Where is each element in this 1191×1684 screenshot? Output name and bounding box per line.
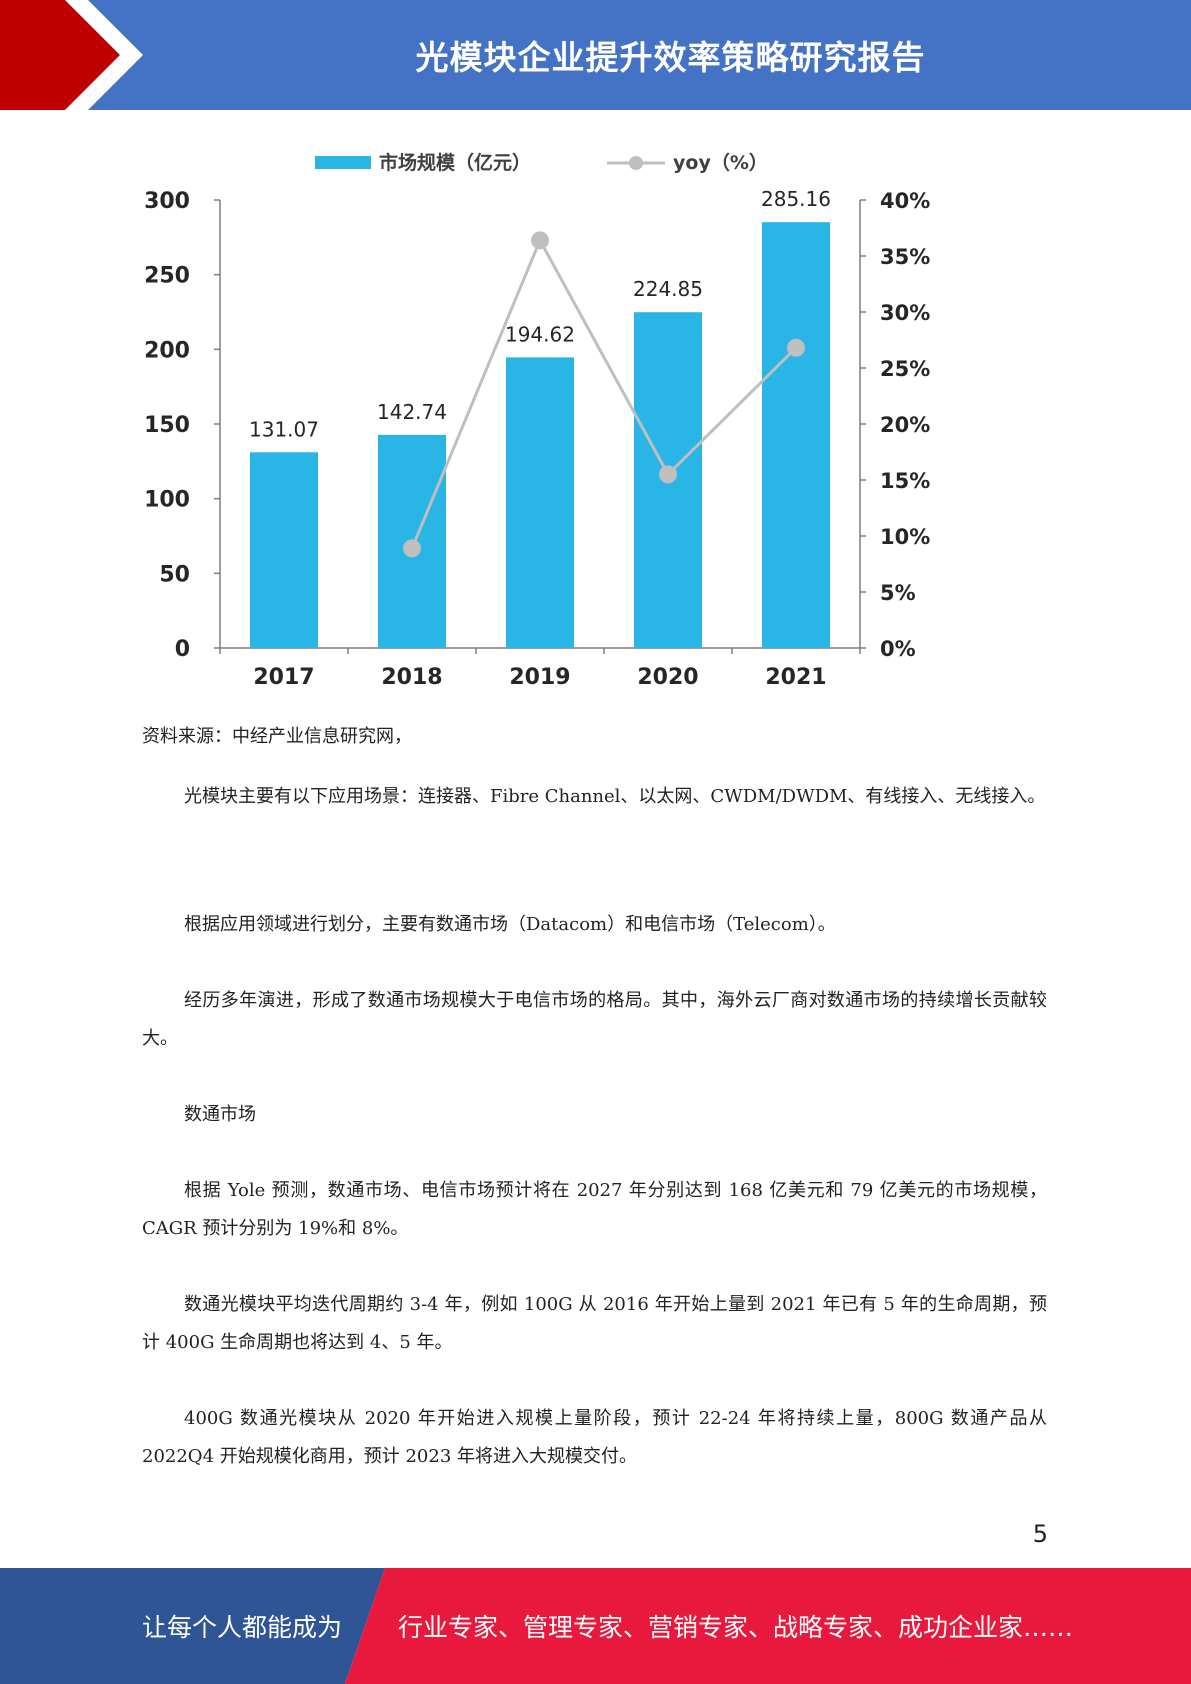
bar <box>506 357 574 648</box>
paragraph: 400G 数通光模块从 2020 年开始进入规模上量阶段，预计 22-24 年将… <box>142 1408 1047 1467</box>
right-axis-tick-label: 40% <box>880 189 930 213</box>
bar-data-label: 131.07 <box>249 417 319 441</box>
x-axis-tick-label: 2020 <box>637 665 698 690</box>
left-axis-tick-label: 0 <box>175 637 190 662</box>
legend-line-label: yoy（%） <box>673 151 768 174</box>
yoy-point <box>531 231 549 250</box>
paragraph: 经历多年演进，形成了数通市场规模大于电信市场的格局。其中，海外云厂商对数通市场的… <box>142 990 1047 1049</box>
footer-background <box>0 1568 1191 1684</box>
right-axis-tick-label: 0% <box>880 637 916 661</box>
x-axis-tick-label: 2017 <box>253 665 314 690</box>
right-axis-tick-label: 30% <box>880 301 930 325</box>
page-number: 5 <box>1032 1520 1048 1548</box>
x-axis-tick-label: 2021 <box>765 665 826 690</box>
right-axis-tick-label: 5% <box>880 581 916 605</box>
right-axis-tick-label: 15% <box>880 469 930 493</box>
section-heading: 数通市场 <box>184 1104 256 1125</box>
bar-data-label: 224.85 <box>633 277 703 301</box>
page-header: 光模块企业提升效率策略研究报告 <box>0 0 1191 110</box>
paragraph: 光模块主要有以下应用场景：连接器、Fibre Channel、以太网、CWDM/… <box>184 786 1046 807</box>
left-axis-tick-label: 50 <box>159 562 190 587</box>
left-axis-tick-label: 300 <box>144 189 190 214</box>
yoy-point <box>403 539 421 558</box>
left-axis-tick-label: 200 <box>144 338 190 363</box>
left-axis-tick-label: 250 <box>144 264 190 289</box>
legend-bar-swatch <box>315 156 371 169</box>
yoy-line <box>410 236 798 549</box>
chart-svg: 0 50 100 150 200 250 300 0% 5% 10% 15% 20% 25% 30% 35%… <box>144 151 930 690</box>
left-axis-tick-label: 100 <box>144 488 190 513</box>
bar-data-label: 142.74 <box>377 400 447 424</box>
bar <box>250 452 318 648</box>
paragraph: 根据 Yole 预测，数通市场、电信市场预计将在 2027 年分别达到 168 … <box>142 1180 1047 1239</box>
yoy-point <box>659 465 677 484</box>
paragraph: 根据应用领域进行划分，主要有数通市场（Datacom）和电信市场（Telecom… <box>184 914 836 935</box>
left-axis-tick-label: 150 <box>144 413 190 438</box>
x-axis-tick-label: 2018 <box>381 665 442 690</box>
bar-data-label: 194.62 <box>505 322 575 346</box>
legend-line-marker <box>629 156 643 170</box>
page-title: 光模块企业提升效率策略研究报告 <box>415 38 926 77</box>
bar <box>762 222 830 648</box>
x-axis-tick-label: 2019 <box>509 665 570 690</box>
right-axis-tick-label: 10% <box>880 525 930 549</box>
page-footer: 让每个人都能成为 行业专家、管理专家、营销专家、战略专家、成功企业家…… <box>0 1568 1191 1684</box>
market-size-chart: 0 50 100 150 200 250 300 0% 5% 10% 15% 20% 25% 30% 35%… <box>135 140 945 700</box>
footer-slogan-left: 让每个人都能成为 <box>142 1613 343 1642</box>
legend-bar-label: 市场规模（亿元） <box>379 151 531 174</box>
paragraph: 数通光模块平均迭代周期约 3-4 年，例如 100G 从 2016 年开始上量到… <box>142 1294 1047 1353</box>
bar-data-label: 285.16 <box>761 187 831 211</box>
right-axis-tick-label: 35% <box>880 245 930 269</box>
yoy-point <box>787 338 805 357</box>
right-axis-tick-label: 20% <box>880 413 930 437</box>
chart-source: 资料来源：中经产业信息研究网， <box>142 726 412 747</box>
header-chevron-decoration <box>0 0 143 110</box>
footer-slogan-right: 行业专家、管理专家、营销专家、战略专家、成功企业家…… <box>398 1613 1074 1642</box>
right-axis-tick-label: 25% <box>880 357 930 381</box>
